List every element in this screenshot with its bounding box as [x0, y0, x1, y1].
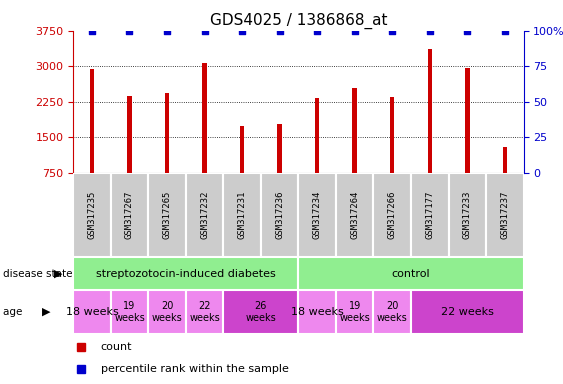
Point	[200, 28, 209, 34]
Text: 19
weeks: 19 weeks	[114, 301, 145, 323]
Title: GDS4025 / 1386868_at: GDS4025 / 1386868_at	[209, 13, 387, 29]
Text: 18 weeks: 18 weeks	[65, 307, 118, 317]
Text: disease state: disease state	[3, 268, 75, 279]
FancyBboxPatch shape	[298, 173, 336, 257]
FancyBboxPatch shape	[298, 257, 524, 290]
Text: GSM317233: GSM317233	[463, 191, 472, 239]
Text: 20
weeks: 20 weeks	[151, 301, 182, 323]
Text: 19
weeks: 19 weeks	[339, 301, 370, 323]
Text: streptozotocin-induced diabetes: streptozotocin-induced diabetes	[96, 268, 276, 279]
Text: ▶: ▶	[42, 307, 51, 317]
Text: 26
weeks: 26 weeks	[245, 301, 276, 323]
FancyBboxPatch shape	[73, 173, 111, 257]
FancyBboxPatch shape	[148, 173, 186, 257]
Text: 18 weeks: 18 weeks	[291, 307, 343, 317]
FancyBboxPatch shape	[411, 290, 524, 334]
Bar	[202, 63, 207, 173]
Text: GSM317266: GSM317266	[388, 191, 397, 239]
Point	[501, 28, 510, 34]
Text: ▶: ▶	[53, 268, 62, 279]
Text: GSM317232: GSM317232	[200, 191, 209, 239]
Text: 22 weeks: 22 weeks	[441, 307, 494, 317]
FancyBboxPatch shape	[336, 290, 373, 334]
Text: control: control	[392, 268, 430, 279]
Text: GSM317237: GSM317237	[501, 191, 510, 239]
FancyBboxPatch shape	[111, 173, 148, 257]
Text: GSM317264: GSM317264	[350, 191, 359, 239]
Bar	[278, 124, 282, 173]
Point	[463, 28, 472, 34]
FancyBboxPatch shape	[373, 173, 411, 257]
FancyBboxPatch shape	[261, 173, 298, 257]
FancyBboxPatch shape	[73, 257, 298, 290]
Point	[350, 28, 359, 34]
Text: GSM317234: GSM317234	[312, 191, 321, 239]
FancyBboxPatch shape	[373, 290, 411, 334]
FancyBboxPatch shape	[336, 173, 373, 257]
Text: age: age	[3, 307, 25, 317]
Text: 22
weeks: 22 weeks	[189, 301, 220, 323]
Text: GSM317236: GSM317236	[275, 191, 284, 239]
Point	[238, 28, 247, 34]
FancyBboxPatch shape	[73, 290, 111, 334]
Point	[388, 28, 397, 34]
Bar	[390, 98, 395, 173]
Point	[425, 28, 434, 34]
Text: GSM317177: GSM317177	[425, 191, 434, 239]
Text: GSM317235: GSM317235	[87, 191, 96, 239]
Bar	[352, 88, 357, 173]
Text: GSM317267: GSM317267	[125, 191, 134, 239]
Point	[312, 28, 321, 34]
Text: 20
weeks: 20 weeks	[377, 301, 408, 323]
Bar	[465, 68, 470, 173]
Point	[87, 28, 96, 34]
FancyBboxPatch shape	[148, 290, 186, 334]
Bar	[503, 147, 507, 173]
Bar	[90, 69, 94, 173]
FancyBboxPatch shape	[449, 173, 486, 257]
FancyBboxPatch shape	[486, 173, 524, 257]
Bar	[127, 96, 132, 173]
Bar	[315, 98, 319, 173]
Text: count: count	[101, 342, 132, 352]
FancyBboxPatch shape	[186, 290, 224, 334]
FancyBboxPatch shape	[186, 173, 224, 257]
FancyBboxPatch shape	[224, 173, 261, 257]
FancyBboxPatch shape	[224, 290, 298, 334]
Bar	[427, 49, 432, 173]
Point	[275, 28, 284, 34]
Point	[163, 28, 172, 34]
Text: GSM317265: GSM317265	[163, 191, 172, 239]
Bar	[240, 126, 244, 173]
Bar	[165, 93, 169, 173]
Text: percentile rank within the sample: percentile rank within the sample	[101, 364, 289, 374]
FancyBboxPatch shape	[298, 290, 336, 334]
Point	[125, 28, 134, 34]
FancyBboxPatch shape	[111, 290, 148, 334]
FancyBboxPatch shape	[411, 173, 449, 257]
Text: GSM317231: GSM317231	[238, 191, 247, 239]
